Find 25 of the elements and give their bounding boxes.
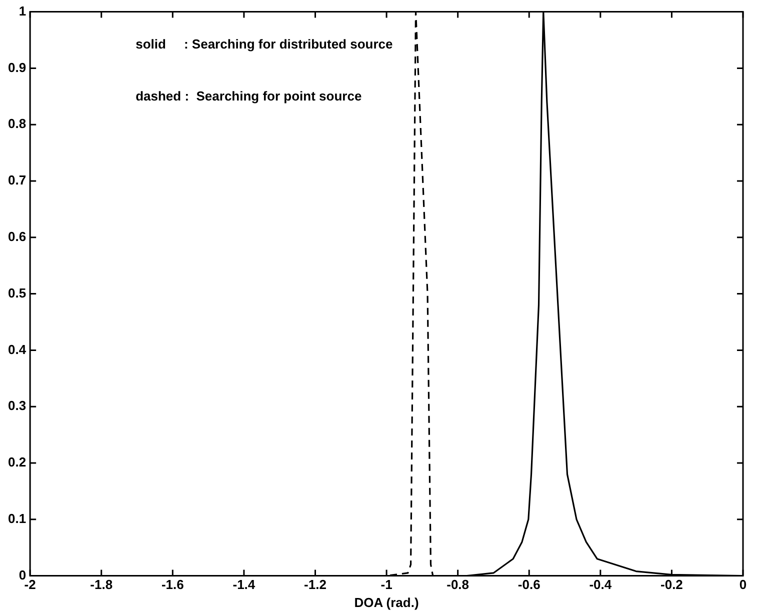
y-tick-label: 1 (18, 3, 26, 18)
x-tick-label: -1.8 (90, 577, 113, 592)
x-tick-label: 0 (739, 577, 747, 592)
annotation: dashed : Searching for point source (136, 88, 362, 104)
y-tick-label: 0.4 (8, 342, 27, 357)
x-tick-label: -1.2 (304, 577, 326, 592)
y-tick-label: 0.6 (8, 228, 26, 244)
x-tick-label: -0.6 (518, 577, 540, 592)
x-tick-label: -2 (24, 577, 36, 592)
y-tick-label: 0.2 (8, 454, 26, 470)
x-tick-label: -1 (380, 577, 392, 592)
y-tick-label: 0 (18, 567, 26, 582)
y-tick-label: 0.5 (8, 285, 26, 300)
y-tick-label: 0.8 (8, 116, 26, 132)
x-tick-label: -1.6 (161, 577, 184, 592)
y-tick-label: 0.1 (8, 510, 26, 526)
x-tick-label: -0.2 (660, 577, 683, 592)
annotation: solid : Searching for distributed source (136, 36, 393, 52)
x-tick-label: -0.8 (446, 577, 470, 592)
x-tick-label: -0.4 (589, 577, 612, 592)
x-tick-label: -1.4 (232, 577, 256, 592)
x-axis-title: DOA (rad.) (354, 594, 419, 610)
y-tick-label: 0.9 (8, 60, 26, 75)
y-tick-label: 0.3 (8, 398, 26, 414)
y-tick-label: 0.7 (8, 172, 26, 188)
